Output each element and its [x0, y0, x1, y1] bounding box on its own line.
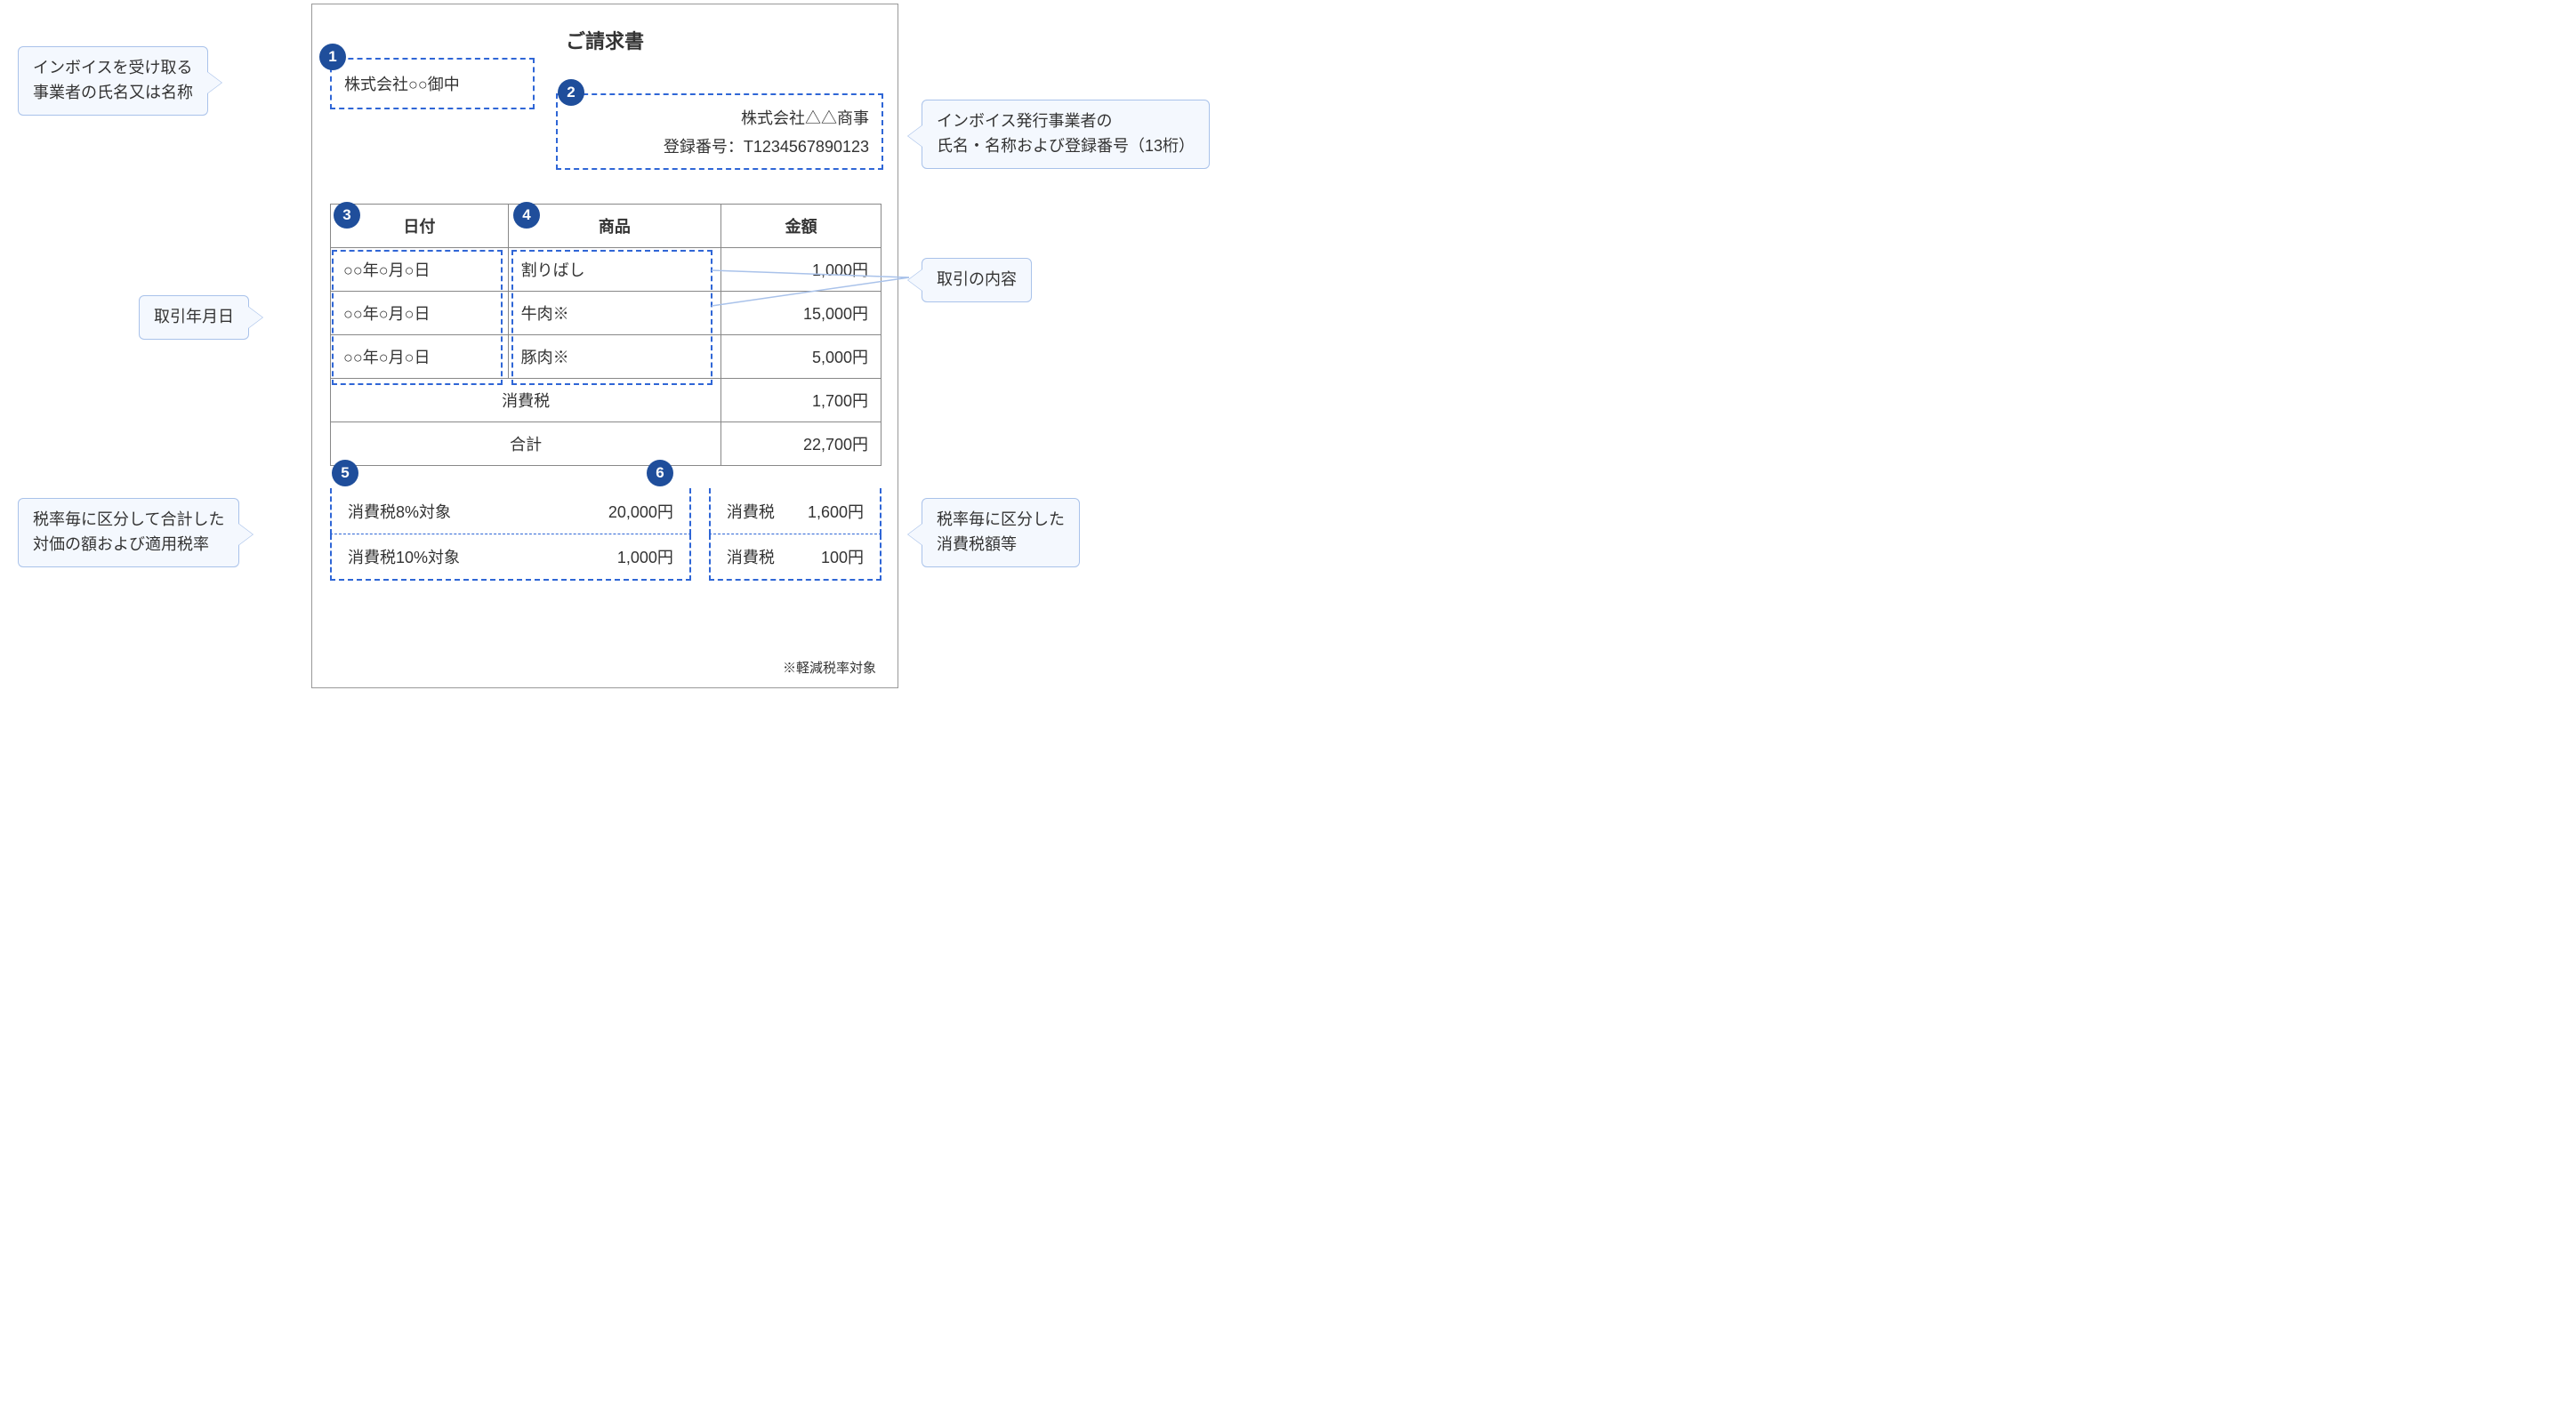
callout-recipient: インボイスを受け取る 事業者の氏名又は名称: [18, 46, 208, 116]
badge-3: 3: [334, 202, 360, 229]
badge-2: 2: [558, 79, 584, 106]
dates-highlight: [332, 250, 503, 385]
tax10-row: 消費税 100円: [709, 534, 881, 581]
pointer-icon: [908, 524, 922, 545]
badge-6: 6: [647, 460, 673, 486]
callout-issuer: インボイス発行事業者の 氏名・名称および登録番号（13桁）: [922, 100, 1210, 169]
callout-date: 取引年月日: [139, 295, 249, 340]
items-highlight: [511, 250, 712, 385]
diagram-stage: ご請求書 株式会社○○御中 1 株式会社△△商事 登録番号：T123456789…: [0, 0, 1334, 711]
rate10-row: 消費税10%対象 1,000円: [330, 534, 691, 581]
badge-1: 1: [319, 44, 346, 70]
callout-rate-breakdown: 税率毎に区分して合計した 対価の額および適用税率: [18, 498, 239, 567]
leader-line-icon: [712, 256, 925, 309]
recipient-box: 株式会社○○御中: [330, 58, 535, 109]
badge-4: 4: [513, 202, 540, 229]
header-amount: 金額: [721, 205, 881, 248]
footnote: ※軽減税率対象: [783, 658, 876, 677]
pointer-icon: [908, 125, 922, 147]
header-item: 商品: [508, 205, 721, 248]
pointer-icon: [207, 72, 221, 93]
recipient-text: 株式会社○○御中: [344, 72, 460, 95]
callout-tax-breakdown: 税率毎に区分した 消費税額等: [922, 498, 1080, 567]
issuer-box: 株式会社△△商事 登録番号：T1234567890123: [556, 93, 883, 170]
total-row: 合計 22,700円: [331, 422, 881, 466]
breakdown: 消費税8%対象 20,000円 消費税 1,600円 消費税10%対象 1,00…: [330, 488, 881, 581]
pointer-icon: [248, 307, 262, 328]
table-header-row: 日付 商品 金額: [331, 205, 881, 248]
invoice-document: ご請求書 株式会社○○御中 1 株式会社△△商事 登録番号：T123456789…: [311, 4, 898, 688]
badge-5: 5: [332, 460, 358, 486]
invoice-title: ご請求書: [312, 26, 898, 54]
rate8-row: 消費税8%対象 20,000円: [330, 488, 691, 534]
issuer-name: 株式会社△△商事: [558, 106, 869, 129]
callout-item: 取引の内容: [922, 258, 1032, 302]
pointer-icon: [238, 524, 253, 545]
issuer-registration: 登録番号：T1234567890123: [558, 134, 869, 157]
tax8-row: 消費税 1,600円: [709, 488, 881, 534]
